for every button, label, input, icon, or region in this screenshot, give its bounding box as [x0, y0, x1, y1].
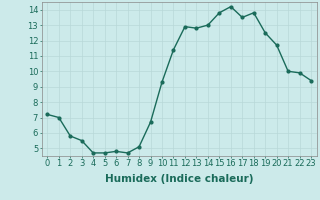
X-axis label: Humidex (Indice chaleur): Humidex (Indice chaleur)	[105, 174, 253, 184]
